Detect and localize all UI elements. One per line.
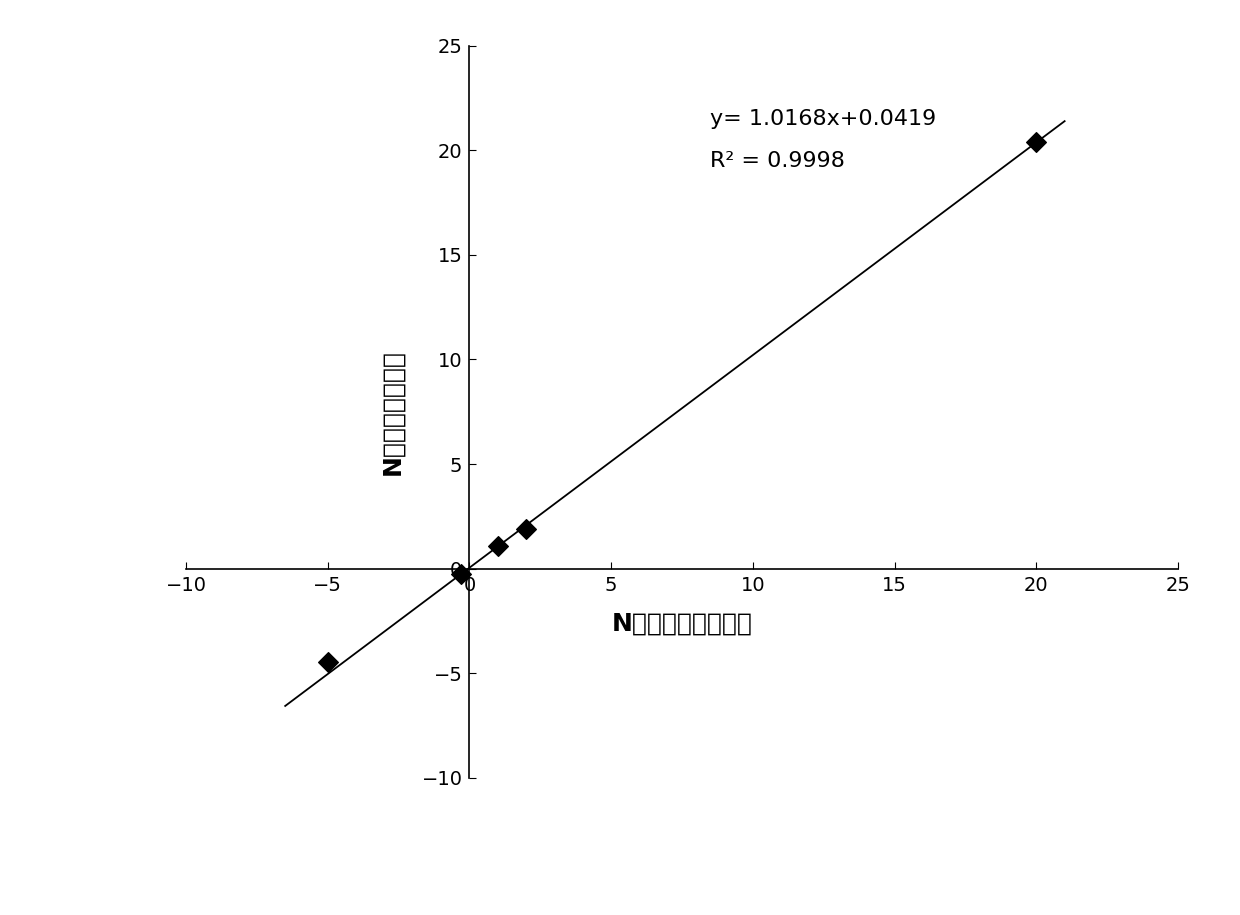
Point: [516, 522, 536, 536]
Point: [1027, 135, 1047, 150]
Text: y= 1.0168x+0.0419: y= 1.0168x+0.0419: [711, 109, 936, 129]
X-axis label: N稳定同位素检测值: N稳定同位素检测值: [611, 611, 753, 635]
Y-axis label: N稳定同位真实值: N稳定同位真实值: [381, 349, 404, 475]
Point: [451, 567, 471, 582]
Point: [487, 539, 507, 554]
Point: [317, 655, 337, 670]
Text: R² = 0.9998: R² = 0.9998: [711, 151, 846, 171]
